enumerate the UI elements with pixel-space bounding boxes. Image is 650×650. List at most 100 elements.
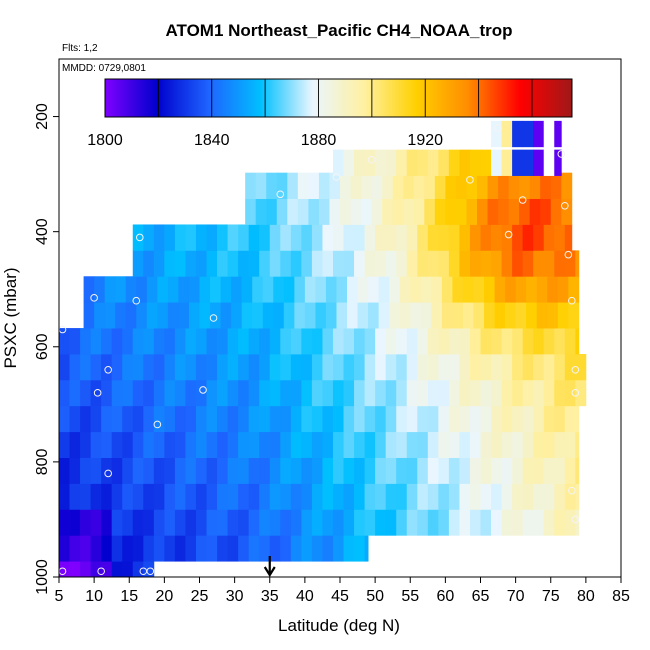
heatmap-cell [238,483,250,510]
heatmap-cell [526,276,538,303]
heatmap-cell [371,198,383,225]
heatmap-cell [364,224,376,251]
heatmap-cell [519,172,531,199]
heatmap-cell [431,276,443,303]
heatmap-cell [564,431,576,458]
heatmap-cell [59,431,70,458]
heatmap-cell [575,457,580,484]
heatmap-cell [375,149,387,176]
heatmap-cell [371,172,383,199]
heatmap-cell [533,250,545,277]
heatmap-cell [248,250,260,277]
heatmap-cell [238,224,250,251]
heatmap-cell [269,431,281,458]
heatmap-cell [533,483,545,510]
heatmap-cell [220,276,232,303]
heatmap-cell [167,302,179,329]
heatmap-cell [547,276,559,303]
heatmap-cell [438,353,450,381]
heatmap-cell [389,276,401,303]
heatmap-cell [385,224,397,251]
heatmap-cell [206,224,218,251]
y-tick-label: 1000 [34,559,51,595]
heatmap-cell [195,431,207,458]
heatmap-cell [115,276,127,303]
heatmap-cell [473,276,485,303]
heatmap-cell [554,250,566,277]
heatmap-cell [308,198,320,225]
heatmap-cell [396,457,408,484]
heatmap-cell [280,224,292,251]
heatmap-cell [332,457,344,484]
heatmap-cell [354,250,365,277]
heatmap-cell [462,276,474,303]
y-axis: 200 400 600 800 1000 [34,103,59,595]
heatmap-cell [522,250,534,277]
heatmap-cell [227,353,239,381]
heatmap-cell [217,535,228,562]
heatmap-cell [287,172,299,199]
flight-point [557,150,566,158]
heatmap-cell [276,172,288,199]
heatmap-cell [501,250,513,277]
heatmap-cell [259,328,271,355]
flight-point [561,201,569,210]
heatmap-cell [59,558,70,577]
heatmap-cell [375,353,387,381]
heatmap-cell [101,535,113,562]
heatmap-cell [80,431,92,458]
heatmap-cell [311,250,323,277]
heatmap-cell [311,431,323,458]
heatmap-cell [217,353,228,381]
heatmap-cell [385,457,397,484]
heatmap-cell [111,353,123,381]
x-tick-label: 5 [55,588,64,605]
heatmap-cell [543,457,555,484]
heatmap-cell [473,302,485,329]
heatmap-cell [452,276,464,303]
heatmap-cell [491,431,502,458]
heatmap-cell [469,328,481,355]
heatmap-cell [554,149,562,176]
heatmap-cell [557,276,569,303]
heatmap-cell [354,149,365,176]
heatmap-cell [522,483,534,510]
heatmap-cell [280,250,292,277]
heatmap-cell [311,224,323,251]
heatmap-cell [164,328,176,355]
heatmap-cell [448,379,460,407]
flight-point [132,296,141,305]
heatmap-cell [311,405,323,433]
heatmap-cell [122,558,134,577]
heatmap-cell [568,302,580,329]
heatmap-cell [455,198,467,225]
heatmap-cell [491,328,502,355]
heatmap-cell [533,120,545,148]
heatmap-cell [199,276,211,303]
heatmap-cell [347,302,358,329]
heatmap-cell [164,379,176,407]
heatmap-cell [364,431,376,458]
heatmap-cell [122,457,134,484]
heatmap-cell [269,457,281,484]
heatmap-cell [266,172,278,199]
heatmap-cell [480,483,492,510]
heatmap-cell [459,149,471,176]
heatmap-cell [280,353,292,381]
heatmap-cell [164,483,176,510]
heatmap-cell [385,431,397,458]
heatmap-cell [385,353,397,381]
heatmap-cell [122,483,134,510]
heatmap-cell [375,509,387,536]
heatmap-cell [522,509,534,536]
heatmap-cell [143,353,155,381]
heatmap-cell [480,224,492,251]
heatmap-cell [185,535,197,562]
heatmap-cell [417,509,429,536]
heatmap-cell [195,509,207,536]
heatmap-cell [385,379,397,407]
heatmap-cell [153,328,165,355]
heatmap-cell [494,302,506,329]
heatmap-cell [101,509,113,536]
flight-point [494,124,502,132]
